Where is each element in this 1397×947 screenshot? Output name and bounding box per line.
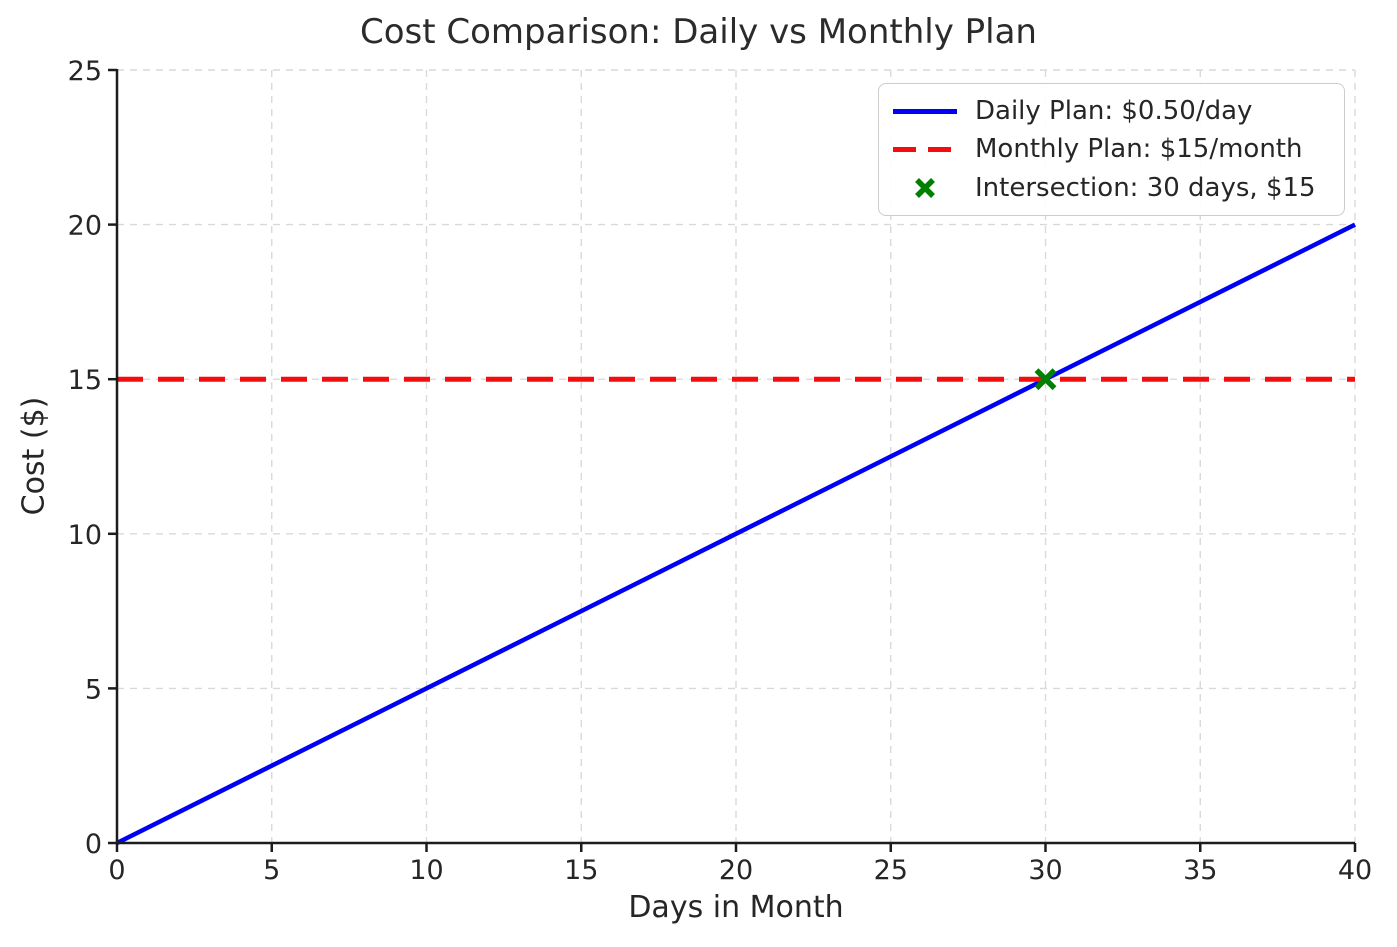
x-tick-label: 10 (409, 855, 443, 886)
legend-item-intersection: Intersection: 30 days, $15 (893, 169, 1330, 207)
y-tick-label: 5 (85, 674, 102, 705)
y-tick-label: 20 (68, 211, 102, 242)
x-tick-label: 0 (108, 855, 125, 886)
x-axis-label: Days in Month (628, 890, 844, 925)
x-tick-label: 35 (1183, 855, 1217, 886)
y-axis-label: Cost ($) (16, 396, 52, 516)
x-tick-label: 25 (874, 855, 908, 886)
legend-label-daily-plan: Daily Plan: $0.50/day (975, 96, 1253, 127)
x-tick-label: 15 (564, 855, 598, 886)
chart-title: Cost Comparison: Daily vs Monthly Plan (360, 12, 1037, 52)
legend-item-daily-plan: Daily Plan: $0.50/day (893, 92, 1330, 130)
legend-label-monthly-plan: Monthly Plan: $15/month (975, 134, 1303, 165)
y-tick-label: 10 (68, 520, 102, 551)
legend-label-intersection: Intersection: 30 days, $15 (975, 172, 1316, 203)
legend-item-monthly-plan: Monthly Plan: $15/month (893, 130, 1330, 168)
series-line-0 (115, 222, 1357, 846)
x-tick-label: 20 (719, 855, 753, 886)
x-tick-label: 40 (1338, 855, 1372, 886)
x-tick-label: 30 (1028, 855, 1062, 886)
y-tick-label: 15 (68, 365, 102, 396)
red-dashed-line-swatch-icon (893, 137, 957, 161)
y-tick-label: 0 (85, 829, 102, 860)
intersection-x-marker-icon (1034, 368, 1057, 391)
legend: Daily Plan: $0.50/day Monthly Plan: $15/… (878, 83, 1345, 216)
y-tick-label: 25 (68, 56, 102, 87)
green-x-marker-icon (893, 176, 957, 200)
x-tick-label: 5 (263, 855, 280, 886)
blue-solid-line-swatch-icon (893, 99, 957, 123)
